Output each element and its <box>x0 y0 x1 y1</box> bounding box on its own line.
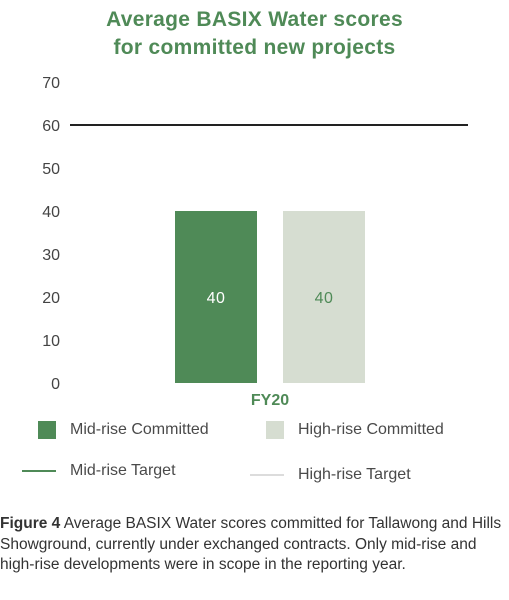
y-tick-label: 20 <box>42 290 60 307</box>
y-tick-label: 50 <box>42 161 60 178</box>
y-tick-label: 30 <box>42 247 60 264</box>
figure-caption-label: Figure 4 <box>0 515 61 532</box>
bar-chart: 0 10 20 30 40 50 60 70 40 40 FY20 <box>42 75 468 409</box>
legend-swatch-high-rise-committed <box>266 421 284 439</box>
y-tick-label: 60 <box>42 118 60 135</box>
bar-high-rise-committed <box>283 211 365 383</box>
y-tick-label: 10 <box>42 333 60 350</box>
legend-item-mid-rise-committed: Mid-rise Committed <box>38 421 209 439</box>
y-tick-label: 40 <box>42 204 60 221</box>
legend-swatch-mid-rise-committed <box>38 421 56 439</box>
bar-data-label: 40 <box>207 290 226 307</box>
chart-title-line-2: for committed new projects <box>113 36 396 59</box>
legend-label-mid-rise-target: Mid-rise Target <box>70 462 176 479</box>
legend-label-high-rise-target: High-rise Target <box>298 466 411 483</box>
legend-line-high-rise-target <box>250 474 284 476</box>
chart-title: Average BASIX Water scores for committed… <box>0 6 509 62</box>
figure-caption-text: Average BASIX Water scores committed for… <box>0 515 502 573</box>
bar-data-label: 40 <box>315 290 334 307</box>
y-tick-label: 0 <box>51 376 60 393</box>
legend-item-mid-rise-target: Mid-rise Target <box>22 462 176 480</box>
y-tick-label: 70 <box>42 75 60 92</box>
x-category-label: FY20 <box>251 392 289 409</box>
legend-label-high-rise-committed: High-rise Committed <box>298 421 444 438</box>
legend-label-mid-rise-committed: Mid-rise Committed <box>70 421 209 438</box>
legend-item-high-rise-committed: High-rise Committed <box>266 421 444 439</box>
figure-caption: Figure 4 Average BASIX Water scores comm… <box>0 514 505 576</box>
legend-line-mid-rise-target <box>22 470 56 472</box>
legend-item-high-rise-target: High-rise Target <box>250 466 411 484</box>
chart-title-line-1: Average BASIX Water scores <box>106 8 403 31</box>
bar-mid-rise-committed <box>175 211 257 383</box>
